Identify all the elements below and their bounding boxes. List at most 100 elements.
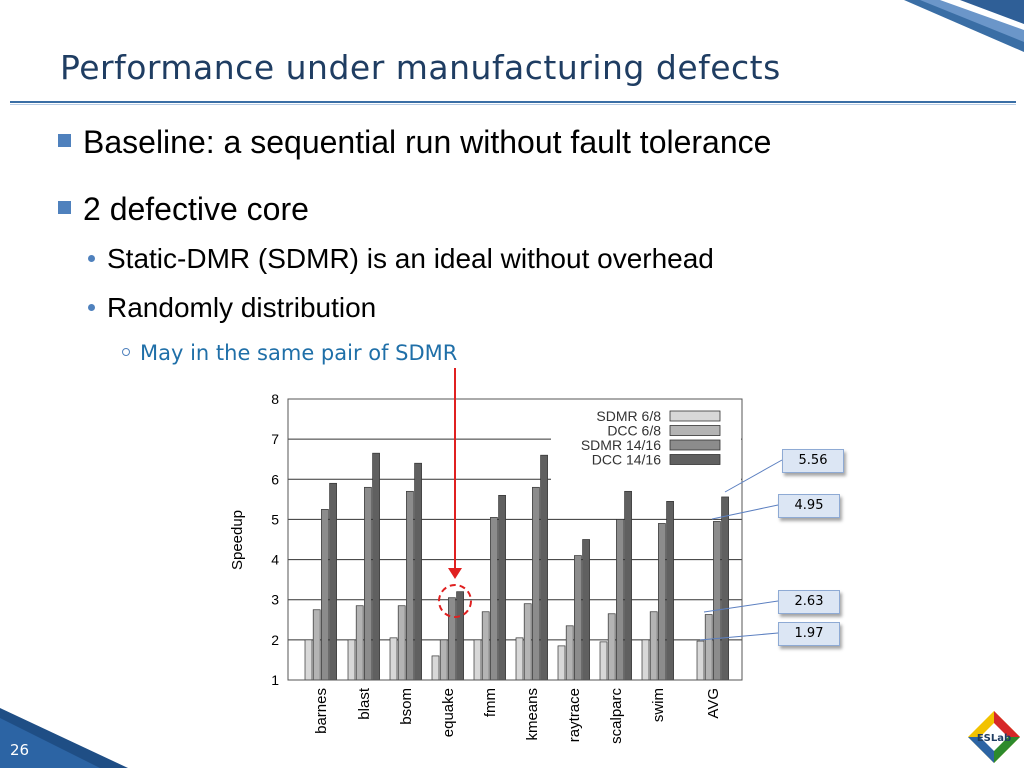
bar-swim-4 — [666, 501, 674, 681]
y-tick-label: 7 — [271, 431, 279, 447]
legend-swatch — [669, 454, 721, 465]
bar-bsom-2 — [397, 605, 406, 681]
y-tick-label: 1 — [271, 672, 279, 688]
bar-bsom-3 — [406, 490, 414, 681]
bar-scalparc-2 — [607, 613, 616, 681]
bar-avg-1 — [696, 640, 705, 681]
highlight-dashed-circle — [438, 584, 472, 618]
x-tick-label: barnes — [313, 688, 330, 734]
bar-fmm-3 — [490, 517, 498, 681]
bullet-defective-core: 2 defective core — [58, 191, 309, 228]
x-tick-label: kmeans — [524, 688, 541, 741]
y-axis-label: Speedup — [229, 510, 246, 570]
bar-raytrace-4 — [582, 539, 590, 681]
x-tick-label: AVG — [705, 688, 722, 719]
bar-barnes-4 — [329, 482, 337, 681]
legend-label: SDMR 14/16 — [581, 437, 661, 453]
y-tick-label: 4 — [271, 552, 279, 568]
eslab-logo: ESLab — [968, 711, 1020, 763]
square-bullet-icon — [58, 134, 71, 147]
y-tick-label: 6 — [271, 471, 279, 487]
bar-bsom-4 — [414, 462, 422, 681]
bar-swim-2 — [649, 611, 658, 681]
x-tick-label: scalparc — [608, 688, 625, 744]
callout-leader-line — [703, 600, 779, 613]
x-tick-label: swim — [650, 688, 667, 722]
sub-sub-bullet-same-pair: May in the same pair of SDMR — [122, 341, 457, 365]
x-tick-label: equake — [440, 688, 457, 737]
x-tick-label: raytrace — [566, 688, 583, 742]
ring-bullet-icon — [122, 348, 130, 356]
legend-swatch — [669, 425, 721, 436]
legend-label: DCC 6/8 — [607, 423, 661, 439]
bar-scalparc-1 — [599, 641, 608, 681]
bar-fmm-4 — [498, 494, 506, 681]
x-tick-label: bsom — [398, 688, 415, 725]
bar-equake-2 — [439, 639, 448, 681]
bar-barnes-3 — [321, 509, 329, 681]
bar-equake-3 — [448, 597, 456, 681]
callout-sdmr-14-16-avg: 4.95 — [778, 494, 840, 518]
callout-dcc-6-8-avg: 2.63 — [778, 590, 840, 614]
legend-label: SDMR 6/8 — [596, 408, 661, 424]
bullet-text: Baseline: a sequential run without fault… — [83, 124, 772, 160]
bar-avg-4 — [721, 496, 729, 681]
title-underline-light — [10, 104, 1016, 105]
bar-avg-2 — [704, 614, 713, 681]
x-tick-label: fmm — [482, 688, 499, 717]
bullet-text: May in the same pair of SDMR — [140, 341, 458, 365]
y-tick-label: 8 — [271, 391, 279, 407]
square-bullet-icon — [58, 201, 71, 214]
y-tick-label: 5 — [271, 511, 279, 527]
bullet-text: Randomly distribution — [107, 292, 377, 323]
sub-bullet-static-dmr: Static-DMR (SDMR) is an ideal without ov… — [88, 243, 714, 275]
bar-swim-3 — [658, 523, 666, 681]
bar-kmeans-1 — [515, 637, 524, 681]
bar-swim-1 — [641, 639, 650, 681]
y-tick-label: 3 — [271, 592, 279, 608]
bar-equake-1 — [431, 655, 440, 681]
bar-fmm-2 — [481, 611, 490, 681]
bar-raytrace-3 — [574, 555, 582, 681]
bullet-text: 2 defective core — [83, 191, 309, 227]
highlight-arrow-head — [448, 568, 462, 579]
legend-swatch — [669, 410, 721, 422]
bar-raytrace-2 — [565, 625, 574, 681]
bar-barnes-1 — [304, 639, 313, 681]
bar-barnes-2 — [312, 609, 321, 681]
callout-dcc-14-16-avg: 5.56 — [782, 449, 844, 473]
bar-raytrace-1 — [557, 645, 566, 681]
bar-scalparc-4 — [624, 490, 632, 681]
title-underline — [10, 101, 1016, 103]
bar-blast-3 — [364, 486, 372, 681]
bullet-baseline: Baseline: a sequential run without fault… — [58, 124, 771, 161]
bar-scalparc-3 — [616, 519, 624, 681]
slide-title: Performance under manufacturing defects — [60, 48, 781, 87]
bar-fmm-1 — [473, 639, 482, 681]
callout-leader-line — [711, 504, 779, 520]
legend-label: DCC 14/16 — [592, 452, 661, 468]
y-tick-label: 2 — [271, 632, 279, 648]
x-tick-label: blast — [356, 687, 373, 720]
legend-swatch — [669, 439, 721, 451]
callout-sdmr-6-8-avg: 1.97 — [778, 622, 840, 646]
bar-bsom-1 — [389, 637, 398, 681]
bar-kmeans-3 — [532, 486, 540, 681]
callout-leader-line — [724, 459, 783, 493]
page-number: 26 — [10, 741, 30, 759]
bar-kmeans-4 — [540, 454, 548, 681]
corner-decoration-bottom-left — [0, 708, 128, 768]
callout-leader-line — [699, 632, 779, 641]
plot-frame — [287, 398, 743, 681]
logo-text: ESLab — [977, 733, 1011, 744]
dot-bullet-icon — [88, 304, 95, 311]
bar-blast-4 — [372, 452, 380, 681]
bar-blast-1 — [347, 639, 356, 681]
sub-bullet-random-distribution: Randomly distribution — [88, 292, 376, 324]
dot-bullet-icon — [88, 255, 95, 262]
bullet-text: Static-DMR (SDMR) is an ideal without ov… — [107, 243, 714, 274]
corner-decoration-top-right — [904, 0, 1024, 52]
bar-avg-3 — [713, 521, 721, 681]
